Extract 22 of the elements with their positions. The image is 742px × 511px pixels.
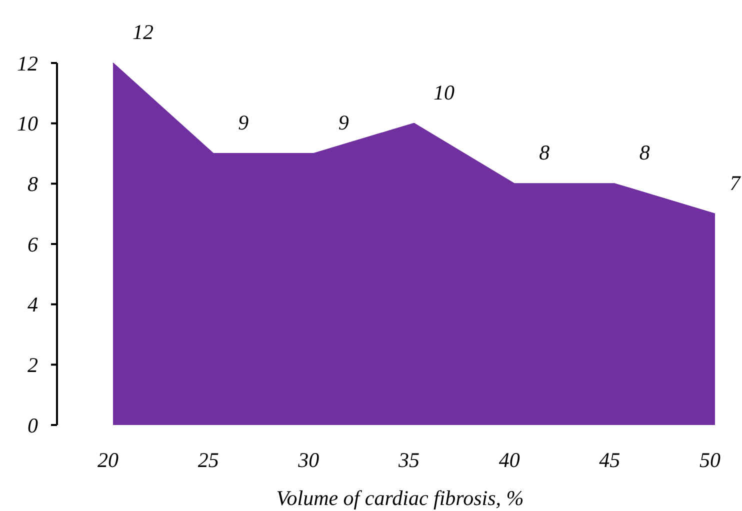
y-tick-label: 4 (28, 292, 38, 317)
x-tick-label: 40 (498, 448, 520, 472)
x-tick-label: 20 (98, 448, 119, 472)
data-label: 7 (730, 170, 742, 195)
y-tick-label: 0 (28, 413, 38, 438)
data-label: 8 (539, 140, 550, 165)
x-tick-label: 25 (198, 448, 219, 472)
y-tick-label: 6 (28, 232, 38, 256)
y-tick-label: 8 (28, 172, 38, 196)
y-tick-label: 2 (28, 353, 38, 378)
y-tick-label: 10 (17, 112, 38, 136)
data-label: 12 (132, 20, 154, 44)
data-label: 10 (434, 80, 455, 104)
x-tick-label: 35 (398, 448, 420, 472)
data-label: 9 (338, 110, 350, 134)
x-axis-title: Volume of cardiac fibrosis, % (276, 486, 524, 510)
x-tick-label: 50 (700, 448, 721, 472)
y-tick-label: 12 (17, 51, 38, 76)
x-tick-label: 30 (297, 448, 320, 472)
data-label: 9 (238, 110, 250, 134)
data-label: 8 (639, 140, 650, 165)
x-tick-label: 45 (599, 448, 620, 472)
